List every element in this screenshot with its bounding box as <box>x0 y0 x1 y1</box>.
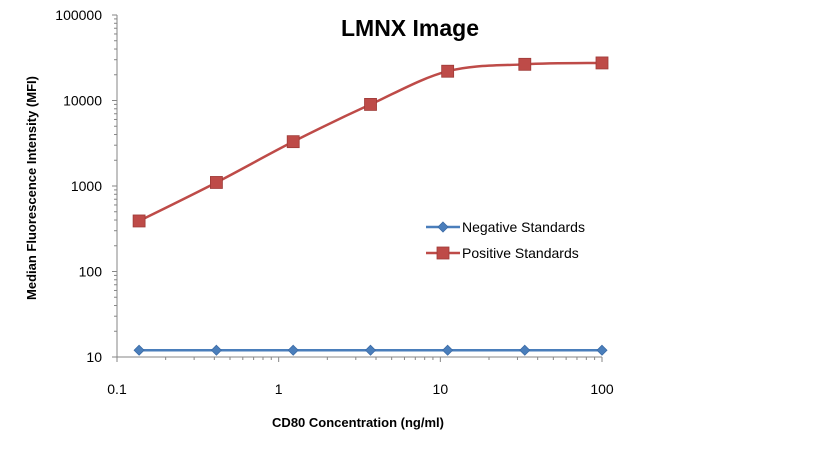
data-point <box>210 176 223 189</box>
y-axis-ticks: 10 100 1000 10000 100000 <box>55 7 117 365</box>
series-line <box>138 61 603 223</box>
series-1 <box>133 344 608 356</box>
legend-item: Positive Standards <box>426 245 579 261</box>
legend: Negative Standards Positive Standards <box>426 219 585 261</box>
data-point <box>364 98 377 111</box>
data-point <box>286 135 300 149</box>
legend-marker <box>436 246 450 260</box>
legend-label: Negative Standards <box>462 219 585 235</box>
y-axis-title: Median Fluorescence Intensity (MFI) <box>24 76 39 300</box>
series-2 <box>132 56 609 228</box>
x-tick-label: 10 <box>433 381 449 397</box>
data-point <box>595 56 609 70</box>
y-tick-label: 10 <box>86 349 102 365</box>
data-point <box>364 344 377 356</box>
x-tick-label: 100 <box>590 381 614 397</box>
data-point <box>287 344 299 356</box>
x-axis-ticks: 0.1 1 10 100 <box>107 357 614 397</box>
data-point <box>133 344 145 356</box>
data-point <box>596 344 608 356</box>
data-point <box>210 344 222 356</box>
x-axis-title: CD80 Concentration (ng/ml) <box>272 415 444 430</box>
data-point <box>518 57 532 71</box>
y-tick-label: 10000 <box>63 93 102 109</box>
chart-title: LMNX Image <box>341 15 479 41</box>
legend-marker <box>437 221 449 233</box>
axes: 10 100 1000 10000 100000 0.1 1 10 100 <box>55 7 614 397</box>
data-point <box>132 214 146 228</box>
data-point <box>442 344 454 356</box>
series-layer <box>132 56 609 356</box>
data-point <box>519 344 531 356</box>
x-tick-label: 0.1 <box>107 381 127 397</box>
data-point <box>441 64 455 78</box>
y-tick-label: 100000 <box>55 7 102 23</box>
y-tick-label: 100 <box>79 264 103 280</box>
x-tick-label: 1 <box>275 381 283 397</box>
legend-label: Positive Standards <box>462 245 579 261</box>
legend-item: Negative Standards <box>426 219 585 235</box>
y-tick-label: 1000 <box>71 178 102 194</box>
